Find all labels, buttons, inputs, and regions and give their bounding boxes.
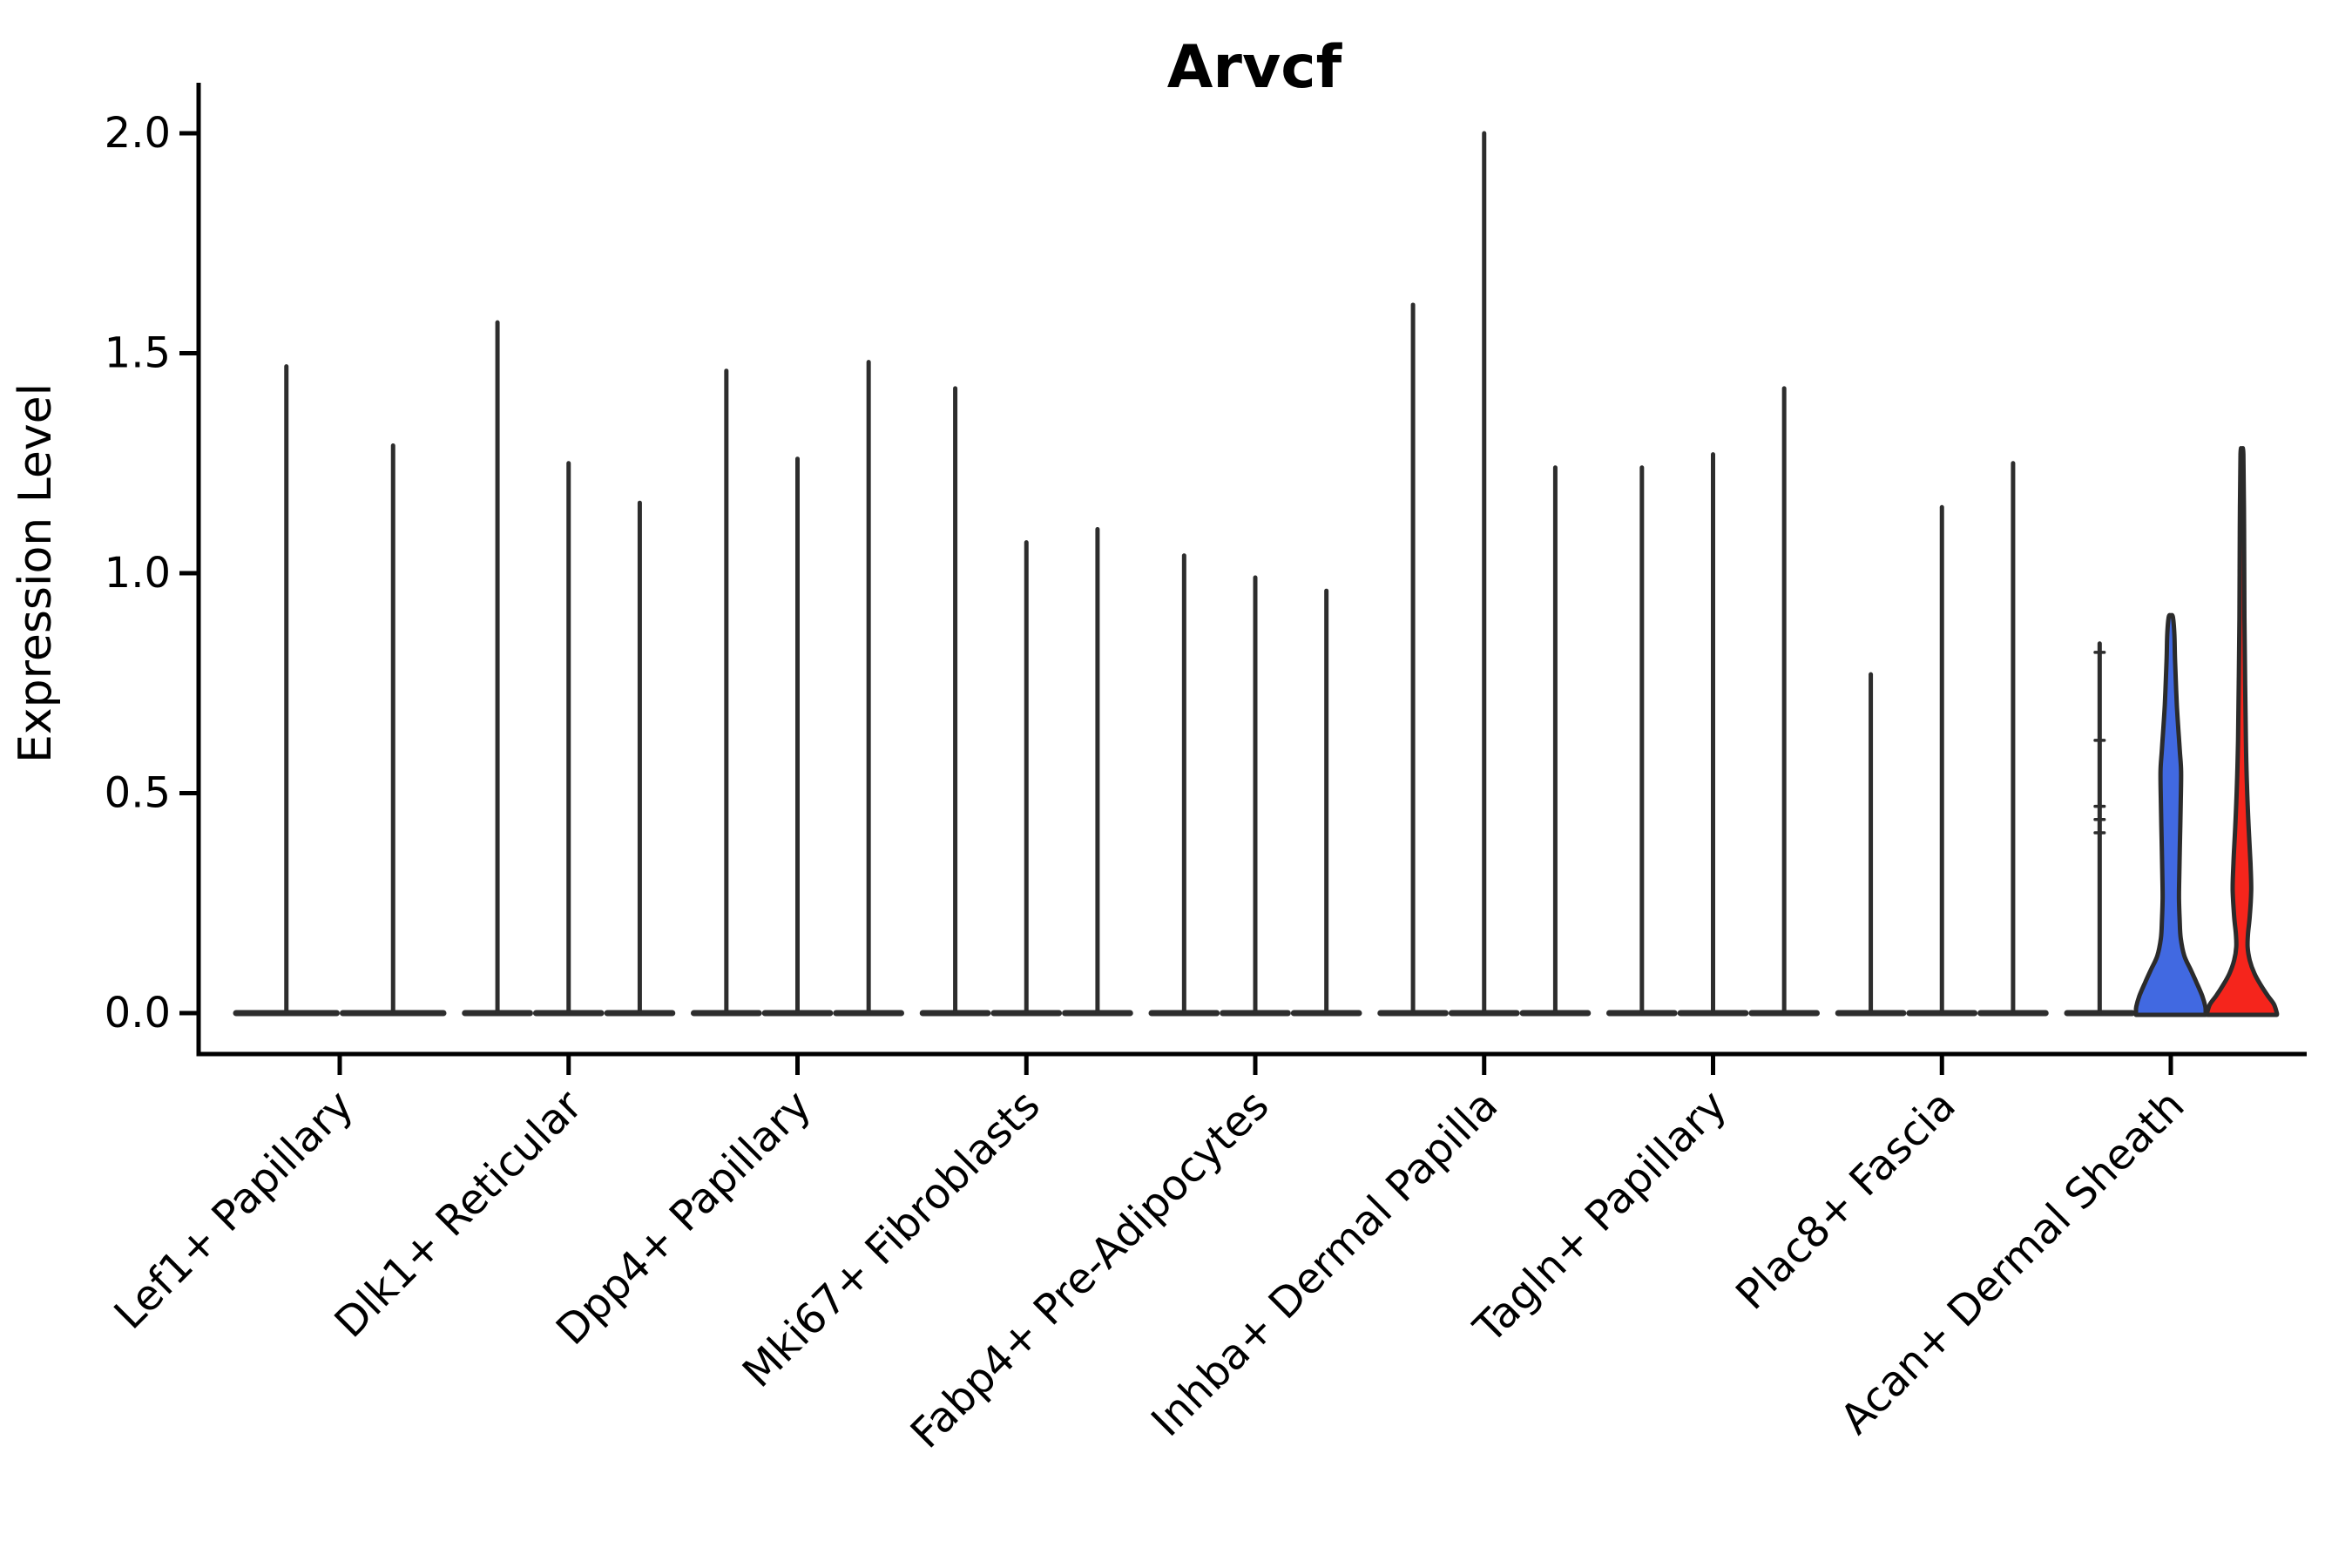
y-axis-label: Expression Level (10, 383, 62, 763)
violin-shape-blue (2133, 612, 2208, 1017)
x-tick-label: Plac8+ Fascia (1727, 1081, 1965, 1320)
violin-group (1148, 553, 1362, 1017)
violins-layer (233, 131, 2280, 1017)
violin-group (919, 386, 1133, 1017)
violin-group (2064, 446, 2280, 1017)
violin-group (1606, 386, 1820, 1017)
y-tick-label: 1.0 (105, 549, 171, 598)
y-tick-label: 1.5 (105, 329, 171, 378)
y-tick-label: 0.0 (105, 989, 171, 1037)
violin-point-mark (2093, 831, 2106, 835)
violin-group (1377, 131, 1592, 1017)
y-axis-ticks: 0.0 0.5 1.0 1.5 2.0 (105, 109, 199, 1037)
chart-title: Arvcf (1167, 33, 1343, 102)
x-tick-label: Tagln+ Papillary (1464, 1081, 1736, 1353)
violin-group (1835, 461, 2049, 1017)
y-tick-label: 2.0 (105, 109, 171, 158)
violin-group (233, 364, 447, 1017)
x-tick-label: Lef1+ Papillary (105, 1081, 363, 1339)
x-tick-label: Dlk1+ Reticular (326, 1081, 592, 1348)
violin-shape-red (2204, 446, 2280, 1017)
violin-group (691, 360, 904, 1017)
y-tick-label: 0.5 (105, 769, 171, 818)
violin-point-mark (2093, 804, 2106, 808)
violin-point-mark (2093, 739, 2106, 742)
violin-point-mark (2093, 651, 2106, 654)
violin-group (462, 320, 676, 1017)
violin-point-mark (2093, 818, 2106, 821)
x-tick-label: Dpp4+ Papillary (547, 1081, 821, 1355)
